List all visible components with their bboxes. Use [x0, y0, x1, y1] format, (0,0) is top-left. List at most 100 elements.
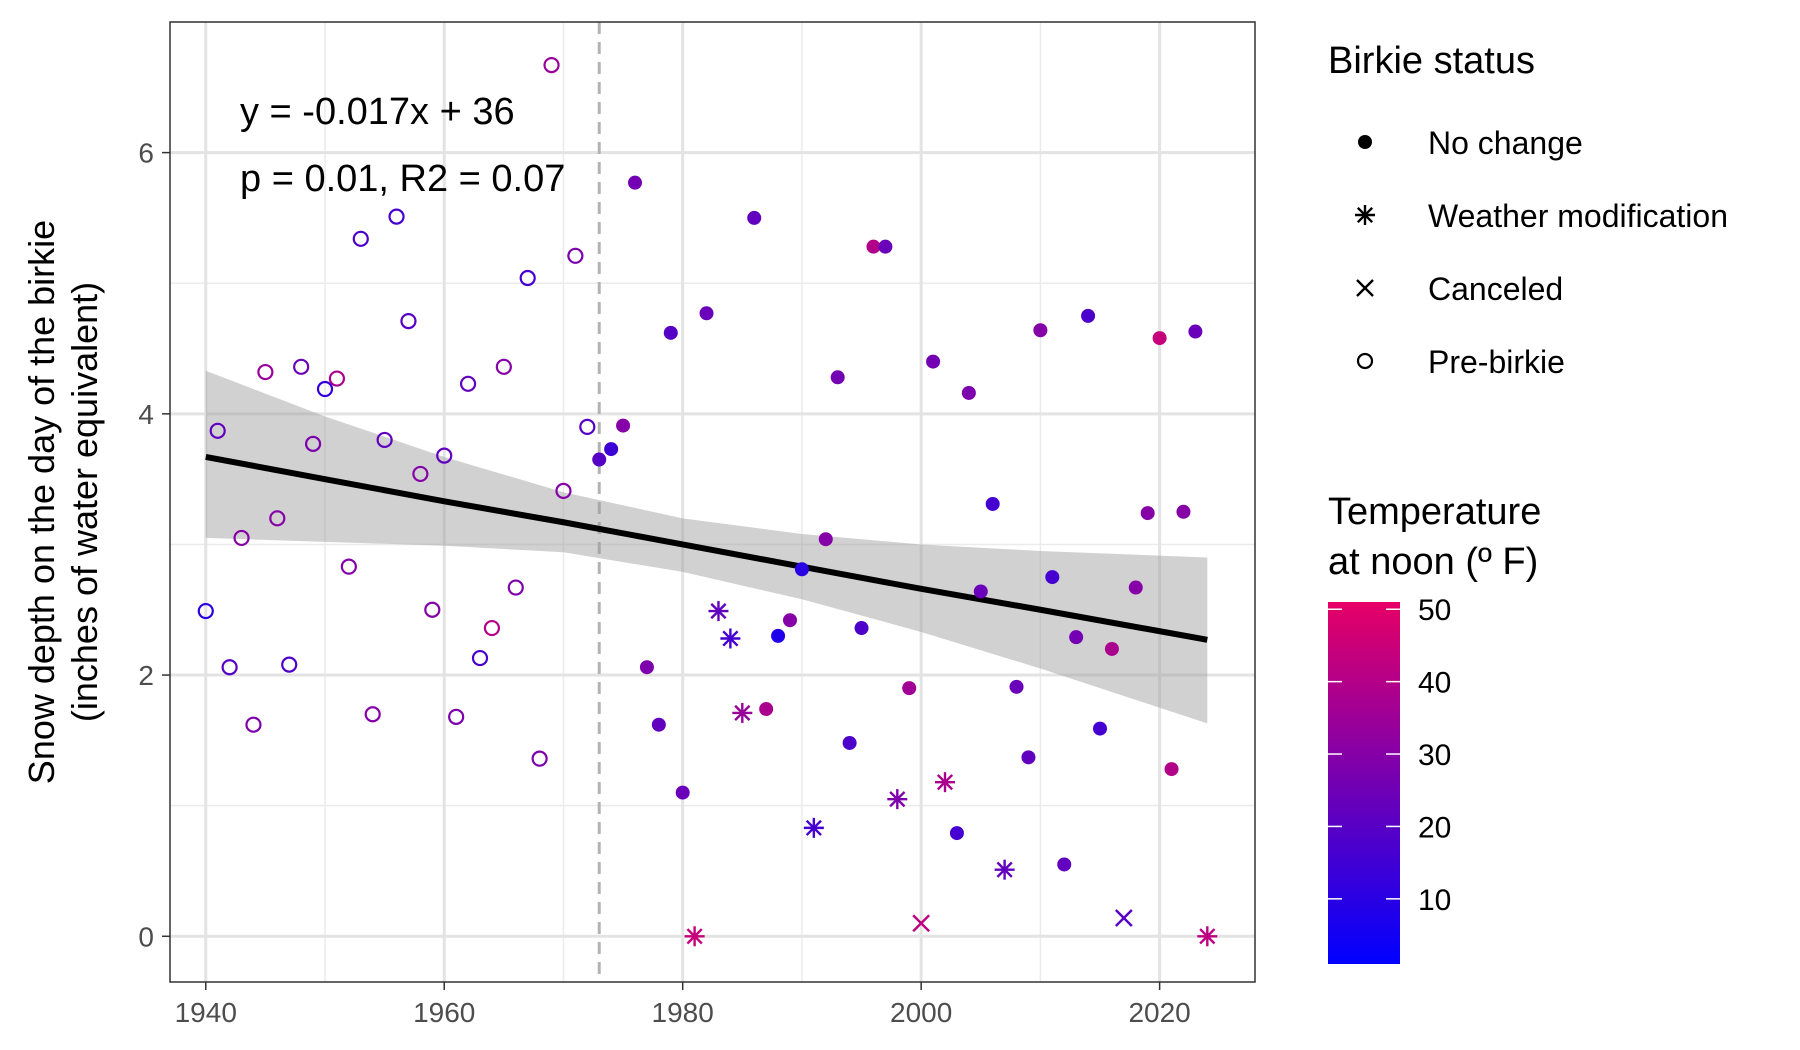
shape-legend-label: No change	[1428, 125, 1583, 161]
points-layer	[197, 57, 1218, 947]
point-no-change	[675, 785, 690, 800]
point-pre-birkie	[245, 716, 262, 733]
x-axis: 1940 1960 1980 2000 2020	[175, 982, 1191, 1028]
point-pre-birkie	[483, 619, 501, 637]
point-pre-birkie	[340, 558, 357, 575]
point-no-change	[1176, 504, 1191, 519]
marker-open-circle	[269, 510, 286, 527]
marker-open-circle	[471, 649, 489, 667]
point-no-change	[1140, 506, 1155, 521]
point-pre-birkie	[197, 602, 214, 620]
color-legend: Temperature at noon (º F) 10 20 30 40 50	[1328, 491, 1541, 964]
marker-open-circle	[1356, 352, 1374, 370]
marker-dot	[771, 628, 786, 643]
point-no-change	[985, 496, 1000, 511]
point-pre-birkie	[424, 601, 441, 618]
marker-open-circle	[495, 358, 512, 375]
point-pre-birkie	[400, 313, 417, 330]
marker-dot	[949, 826, 964, 841]
trend-layer	[205, 370, 1208, 724]
marker-open-circle	[543, 57, 560, 74]
plot-panel-background	[170, 22, 1255, 982]
point-weather-mod	[887, 789, 908, 810]
marker-open-circle	[555, 482, 572, 499]
marker-dot	[1009, 679, 1024, 694]
y-tick-label: 0	[138, 921, 154, 952]
point-pre-birkie	[316, 380, 334, 398]
point-pre-birkie	[269, 510, 286, 527]
marker-dot	[926, 354, 941, 369]
point-no-change	[1009, 679, 1024, 694]
point-weather-mod	[1197, 926, 1218, 947]
point-no-change	[1081, 308, 1096, 323]
marker-dot	[985, 496, 1000, 511]
point-no-change	[1164, 762, 1179, 777]
point-no-change	[973, 584, 988, 599]
marker-open-circle	[221, 659, 238, 676]
point-pre-birkie	[543, 57, 560, 74]
point-no-change	[1093, 721, 1107, 736]
colorbar-tick-label: 40	[1418, 667, 1451, 700]
marker-x-stroke	[1356, 279, 1374, 297]
point-no-change	[842, 735, 857, 750]
point-no-change	[830, 370, 845, 385]
x-tick-label: 2000	[890, 997, 952, 1028]
point-pre-birkie	[376, 431, 393, 449]
point-no-change	[961, 385, 976, 400]
point-weather-mod	[803, 817, 824, 838]
marker-asterisk-stroke	[722, 630, 739, 647]
marker-open-circle	[352, 230, 369, 247]
marker-open-circle	[412, 465, 429, 483]
marker-open-circle	[579, 418, 596, 435]
point-pre-birkie	[412, 465, 429, 483]
point-pre-birkie	[519, 269, 536, 287]
point-weather-mod	[994, 859, 1015, 880]
point-canceled	[1114, 909, 1133, 927]
point-no-change	[1033, 323, 1048, 338]
point-no-change	[628, 175, 642, 190]
point-pre-birkie	[567, 247, 584, 264]
color-legend-title-line1: Temperature	[1328, 491, 1541, 533]
marker-open-circle	[316, 380, 334, 398]
marker-dot	[675, 785, 690, 800]
point-no-change	[1128, 580, 1143, 595]
marker-dot	[1152, 331, 1167, 346]
marker-asterisk-stroke	[936, 774, 954, 791]
marker-open-circle	[376, 431, 393, 449]
point-no-change	[1188, 324, 1203, 339]
marker-open-circle	[257, 363, 274, 381]
marker-open-circle	[459, 375, 477, 392]
x-tick-label: 2020	[1128, 997, 1190, 1028]
marker-dot	[1128, 580, 1143, 595]
point-pre-birkie	[281, 656, 298, 673]
marker-asterisk-stroke	[805, 819, 822, 836]
shape-legend-label: Canceled	[1428, 271, 1563, 307]
marker-open-circle	[424, 601, 441, 618]
marker-open-circle	[388, 208, 405, 225]
marker-dot	[973, 584, 988, 599]
point-no-change	[926, 354, 941, 369]
point-no-change	[604, 442, 619, 457]
point-no-change	[771, 628, 786, 643]
point-pre-birkie	[328, 370, 346, 387]
marker-dot	[830, 370, 845, 385]
marker-open-circle	[328, 370, 346, 387]
y-axis-title-line1: Snow depth on the day of the birkie	[21, 220, 62, 784]
point-no-change	[699, 306, 714, 321]
marker-dot	[1093, 721, 1107, 736]
marker-open-circle	[293, 358, 310, 375]
marker-open-circle	[507, 579, 524, 596]
marker-open-circle	[567, 247, 584, 264]
marker-asterisk-stroke	[1199, 928, 1216, 945]
color-legend-title-line2: at noon (º F)	[1328, 541, 1538, 583]
marker-open-circle	[436, 447, 453, 464]
marker-dot	[783, 613, 797, 628]
point-canceled	[912, 914, 931, 933]
marker-dot	[1081, 308, 1096, 323]
marker-dot	[759, 702, 774, 717]
y-axis-title-line2: (inches of water equivalent)	[64, 282, 105, 722]
point-pre-birkie	[531, 750, 548, 767]
point-weather-mod	[720, 628, 741, 649]
point-canceled	[1356, 279, 1374, 297]
